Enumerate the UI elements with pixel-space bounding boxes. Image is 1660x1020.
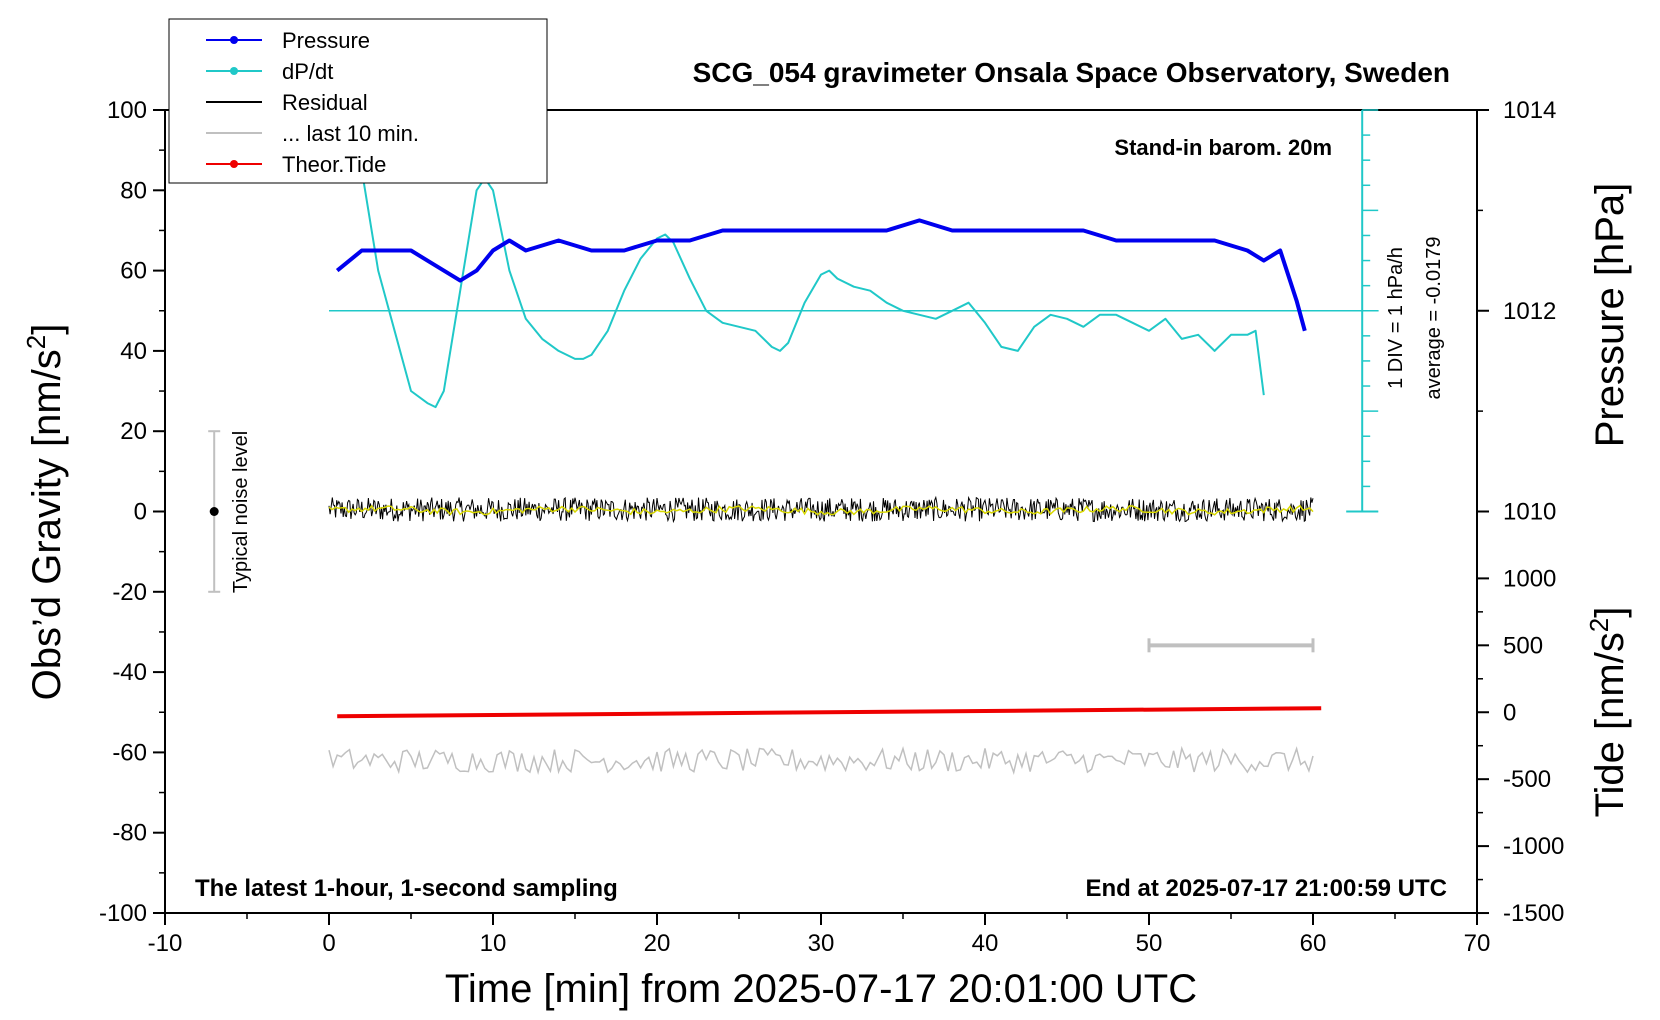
pressure-line	[335, 218, 1307, 332]
tide-tick-label: 0	[1503, 699, 1516, 726]
legend-label: Pressure	[282, 28, 370, 53]
x-tick-label: 60	[1300, 930, 1327, 957]
x-tick-label: 10	[480, 930, 507, 957]
tide-line	[337, 706, 1322, 719]
pressure-tick-label: 1010	[1503, 499, 1556, 526]
stand-in-barometer-note: Stand-in barom. 20m	[1114, 135, 1332, 160]
y-right-axes: 1014 1012 1010 1000 500 0 -500 -1000 -1500	[1477, 97, 1564, 927]
legend: Pressure dP/dt Residual ... last 10 min. The…	[168, 18, 548, 184]
bottom-right-note: End at 2025-07-17 21:00:59 UTC	[1086, 875, 1448, 902]
bottom-left-note: The latest 1-hour, 1-second sampling	[195, 875, 618, 902]
legend-label: dP/dt	[282, 59, 333, 84]
legend-marker	[230, 67, 238, 75]
y-right-tide-title: Tide [nm/s2]	[1584, 607, 1632, 818]
annotation-layer	[208, 109, 1379, 653]
series-layer	[328, 170, 1379, 776]
pressure-tick-label: 1012	[1503, 298, 1556, 325]
x-tick-label: -10	[148, 930, 183, 957]
y-left-tick-label: 0	[134, 499, 147, 526]
x-tick-label: 30	[808, 930, 835, 957]
tide-tick-label: -1500	[1503, 900, 1564, 927]
dpdt-average-label: average = -0.0179	[1423, 237, 1445, 400]
x-tick-label: 0	[322, 930, 335, 957]
x-axis-title: Time [min] from 2025-07-17 20:01:00 UTC	[445, 967, 1197, 1011]
last10-line	[328, 745, 1314, 776]
x-tick-label: 20	[644, 930, 671, 957]
x-tick-label: 70	[1464, 930, 1491, 957]
y-left-tick-label: 20	[120, 418, 147, 445]
y-right-pressure-title: Pressure [hPa]	[1588, 183, 1632, 448]
y-left-axis: 100 80 60 40 20 0 -20 -40 -60 -80 -100	[99, 97, 165, 927]
noise-bar-center	[209, 507, 219, 516]
legend-marker	[230, 36, 238, 44]
noise-level-label: Typical noise level	[230, 431, 252, 593]
chart-title: SCG_054 gravimeter Onsala Space Observat…	[693, 57, 1450, 88]
y-left-axis-title: Obs’d Gravity [nm/s2]	[21, 324, 69, 701]
y-left-tick-label: -40	[112, 659, 147, 686]
y-left-tick-label: 100	[107, 97, 147, 124]
y-left-tick-label: 80	[120, 177, 147, 204]
x-axis: -10 0 10 20 30 40 50 60 70	[148, 913, 1491, 957]
y-left-tick-label: -100	[99, 900, 147, 927]
legend-label: ... last 10 min.	[282, 121, 419, 146]
residual-smoothed-line	[328, 504, 1314, 516]
dpdt-line	[360, 170, 1265, 409]
tide-tick-label: -1000	[1503, 833, 1564, 860]
tide-tick-label: 500	[1503, 632, 1543, 659]
pressure-tick-label: 1014	[1503, 97, 1556, 124]
residual-line	[328, 495, 1314, 524]
y-left-tick-label: 40	[120, 338, 147, 365]
legend-label: Theor.Tide	[282, 152, 386, 177]
tide-tick-label: 1000	[1503, 565, 1556, 592]
dpdt-div-label: 1 DIV = 1 hPa/h	[1385, 247, 1407, 389]
x-tick-label: 40	[972, 930, 999, 957]
y-left-tick-label: -60	[112, 739, 147, 766]
legend-marker	[230, 160, 238, 168]
y-left-tick-label: 60	[120, 258, 147, 285]
y-left-tick-label: -20	[112, 579, 147, 606]
legend-label: Residual	[282, 90, 368, 115]
y-left-tick-label: -80	[112, 820, 147, 847]
legend-items: Pressure dP/dt Residual ... last 10 min. The…	[206, 28, 419, 177]
x-tick-label: 50	[1136, 930, 1163, 957]
tide-tick-label: -500	[1503, 766, 1551, 793]
